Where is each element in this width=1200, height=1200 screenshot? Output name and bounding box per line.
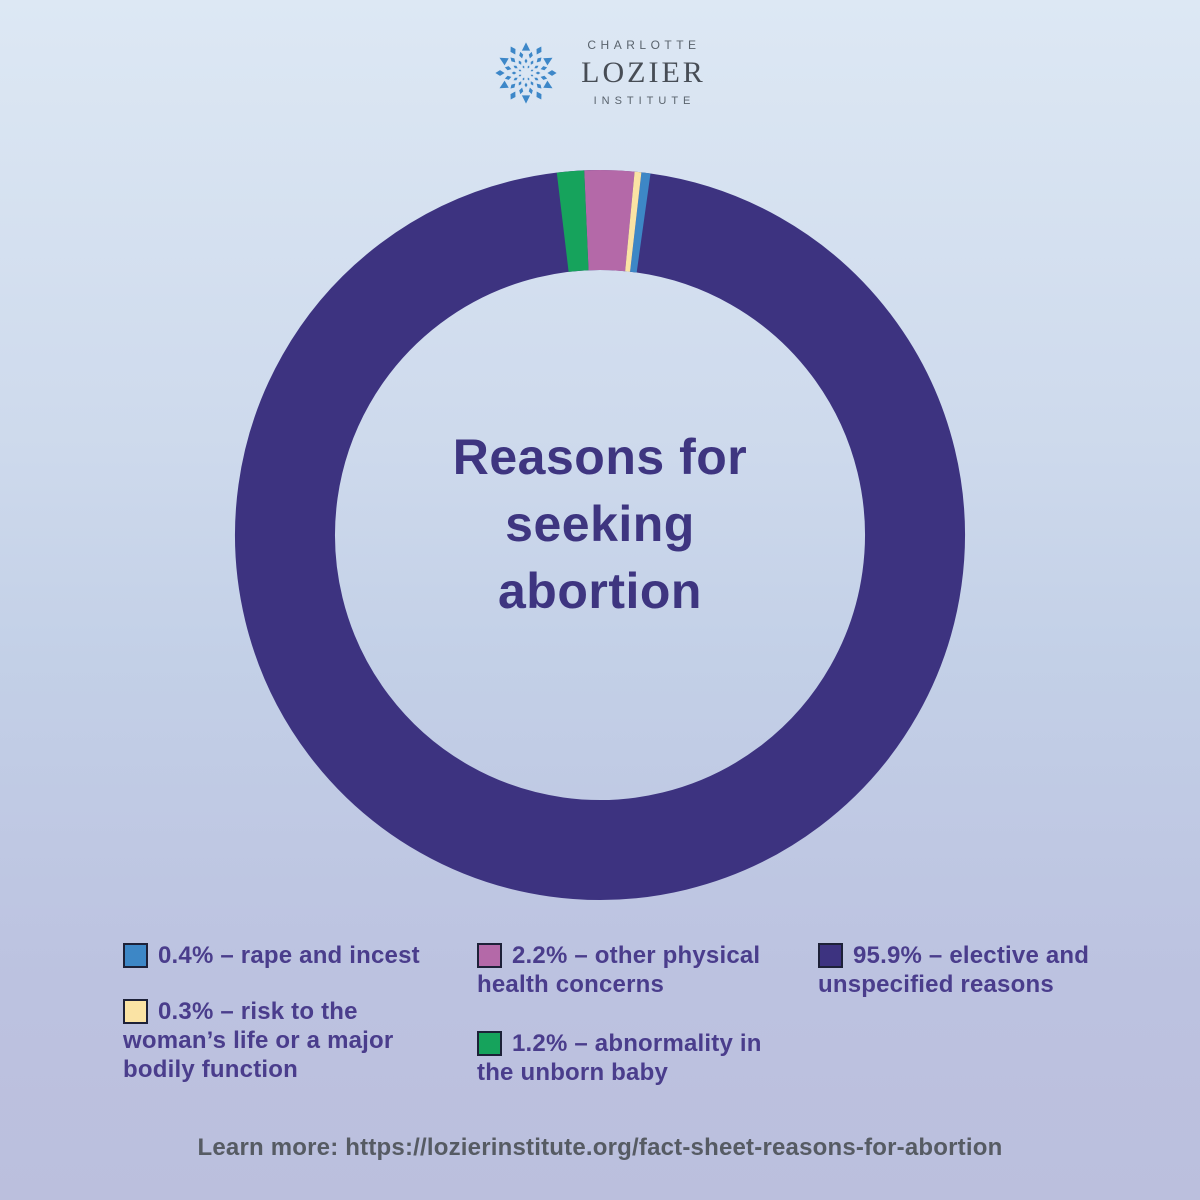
logo-mark-shape (513, 65, 518, 68)
logo-mark-shape (530, 80, 534, 85)
logo-mark-shape (518, 69, 522, 71)
logo-mark-shape (518, 80, 522, 85)
logo-mark-shape (499, 80, 509, 88)
logo-mark-shape (536, 46, 542, 54)
legend-swatch-risk-to-life (123, 999, 148, 1024)
logo-mark-shape (518, 60, 522, 65)
logo-mark-shape (510, 83, 516, 88)
logo-mark-shape (510, 91, 516, 99)
logo-mark-shape (528, 87, 533, 94)
logo-mark-shape (540, 75, 548, 80)
logo-mark-shape (524, 58, 528, 63)
donut-slice-abnormality-unborn-baby (235, 170, 965, 901)
logo-mark-shape (499, 57, 509, 65)
legend-label: 1.2% – abnormality in the unborn baby (477, 1030, 762, 1086)
logo-mark-shape (519, 87, 524, 94)
brand-bottom-label: INSTITUTE (593, 95, 696, 107)
legend-swatch-other-physical-health (477, 943, 502, 968)
logo-mark-shape (536, 57, 542, 62)
logo-mark-shape (536, 83, 542, 88)
chart-title: Reasons for seeking abortion (452, 429, 748, 619)
lozier-starburst-logo-icon (495, 41, 557, 104)
logo-mark-shape (530, 60, 534, 65)
donut-slice-risk-to-womans-life (235, 169, 965, 900)
brand-wordmark: CHARLOTTE LOZIER INSTITUTE (578, 38, 706, 107)
logo-mark-shape (495, 69, 505, 76)
logo-mark-shape (527, 77, 530, 80)
logo-mark-shape (519, 51, 524, 58)
logo-mark-shape (518, 74, 522, 76)
legend-label: 95.9% – elective and unspecified reasons (818, 942, 1090, 998)
donut-slice-rape-and-incest (235, 170, 965, 901)
legend-item-abnormality: 1.2% – abnormality in the unborn baby (477, 1029, 773, 1087)
logo-mark-shape (528, 51, 533, 58)
legend-item-rape-incest: 0.4% – rape and incest (123, 941, 435, 970)
learn-more-label: Learn more: (197, 1134, 339, 1161)
legend-label: 0.3% – risk to the woman’s life or a maj… (123, 998, 394, 1083)
brand-header: CHARLOTTE LOZIER INSTITUTE (0, 38, 1200, 107)
logo-mark-shape (543, 80, 553, 88)
logo-mark-shape (522, 94, 531, 104)
logo-mark-shape (522, 41, 531, 51)
logo-mark-shape (540, 65, 548, 70)
logo-mark-shape (534, 65, 539, 68)
logo-mark-shape (522, 77, 525, 80)
legend-swatch-elective (818, 943, 843, 968)
logo-mark-shape (505, 75, 512, 80)
logo-mark-shape (513, 77, 518, 80)
logo-mark-shape (505, 65, 512, 70)
brand-name-label: LOZIER (581, 56, 706, 89)
legend-item-elective: 95.9% – elective and unspecified reasons (818, 941, 1100, 999)
logo-mark-shape (547, 69, 557, 76)
logo-mark-shape (530, 69, 534, 71)
logo-mark-shape (522, 65, 525, 68)
donut-slice-elective-unspecified (234, 169, 965, 900)
logo-mark-shape (535, 71, 541, 74)
brand-top-label: CHARLOTTE (587, 38, 701, 52)
logo-mark-shape (536, 91, 542, 99)
logo-mark-shape (534, 77, 539, 80)
legend-item-other-physical-health: 2.2% – other physical health concerns (477, 941, 769, 999)
legend-label: 0.4% – rape and incest (158, 942, 420, 969)
logo-mark-shape (510, 46, 516, 54)
learn-more-url[interactable]: https://lozierinstitute.org/fact-sheet-r… (345, 1134, 1003, 1161)
legend-label: 2.2% – other physical health concerns (477, 942, 761, 998)
logo-mark-shape (527, 65, 530, 68)
footer: Learn more: https://lozierinstitute.org/… (0, 1134, 1200, 1162)
legend-swatch-abnormality (477, 1031, 502, 1056)
logo-mark-shape (524, 82, 528, 87)
legend-item-risk-to-life: 0.3% – risk to the woman’s life or a maj… (123, 997, 405, 1084)
logo-mark-shape (510, 57, 516, 62)
donut-slice-other-physical-health-concerns (235, 170, 965, 900)
logo-mark-shape (543, 57, 553, 65)
legend-swatch-rape-incest (123, 943, 148, 968)
logo-mark-shape (530, 74, 534, 76)
